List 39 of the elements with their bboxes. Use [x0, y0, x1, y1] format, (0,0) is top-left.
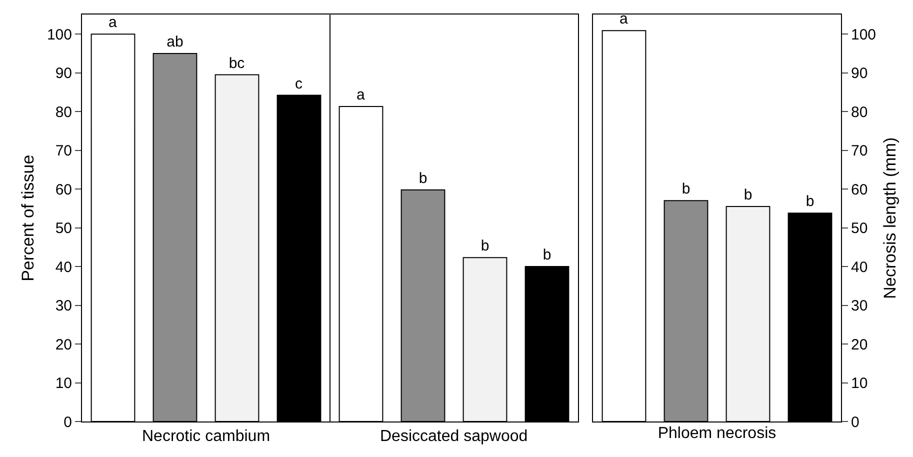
data-label: a — [108, 14, 118, 32]
y-tick-label: 0 — [64, 414, 72, 431]
data-label: b — [542, 246, 552, 264]
data-label: b — [744, 186, 752, 204]
y-tick-label: 90 — [55, 65, 72, 82]
y-tick-label: 50 — [55, 220, 72, 238]
y-tick-label: 70 — [851, 142, 868, 160]
y-tick-label: 80 — [851, 104, 868, 121]
y-tick-label: 20 — [851, 336, 868, 354]
data-label: a — [356, 86, 366, 104]
data-label: c — [295, 75, 303, 92]
y-tick-label: 50 — [851, 220, 868, 238]
data-label: bc — [228, 54, 246, 72]
y-tick-label: 60 — [55, 181, 72, 198]
data-label: ab — [166, 33, 184, 50]
y-tick-label: 60 — [851, 181, 868, 198]
data-label: b — [682, 180, 690, 198]
y-tick-label: 30 — [55, 298, 72, 315]
data-label: b — [480, 238, 490, 255]
y-tick-label: 20 — [55, 336, 72, 354]
y-tick-label: 10 — [55, 375, 72, 392]
y-tick-label: 90 — [851, 65, 868, 82]
y-tick-label: 70 — [55, 142, 72, 160]
y-tick-label: 0 — [851, 414, 860, 431]
y-axis-title: Percent of tissue — [18, 154, 38, 282]
y-tick-label: 100 — [46, 26, 72, 44]
y-tick-label: 40 — [55, 258, 72, 276]
data-label: a — [620, 10, 628, 28]
y-tick-label: 30 — [851, 298, 868, 315]
data-label: b — [806, 193, 814, 210]
y-tick-label: 40 — [851, 258, 868, 276]
y-axis-title: Necrosis length (mm) — [880, 137, 900, 299]
text: Desiccated sapwood — [380, 428, 528, 445]
y-tick-label: 100 — [851, 26, 876, 44]
y-tick-label: 10 — [851, 375, 868, 392]
x-axis-title: Phloem necrosis — [658, 425, 776, 442]
text: Necrotic cambium — [142, 428, 270, 445]
y-tick-label: 80 — [55, 104, 72, 121]
data-label: b — [418, 170, 428, 187]
